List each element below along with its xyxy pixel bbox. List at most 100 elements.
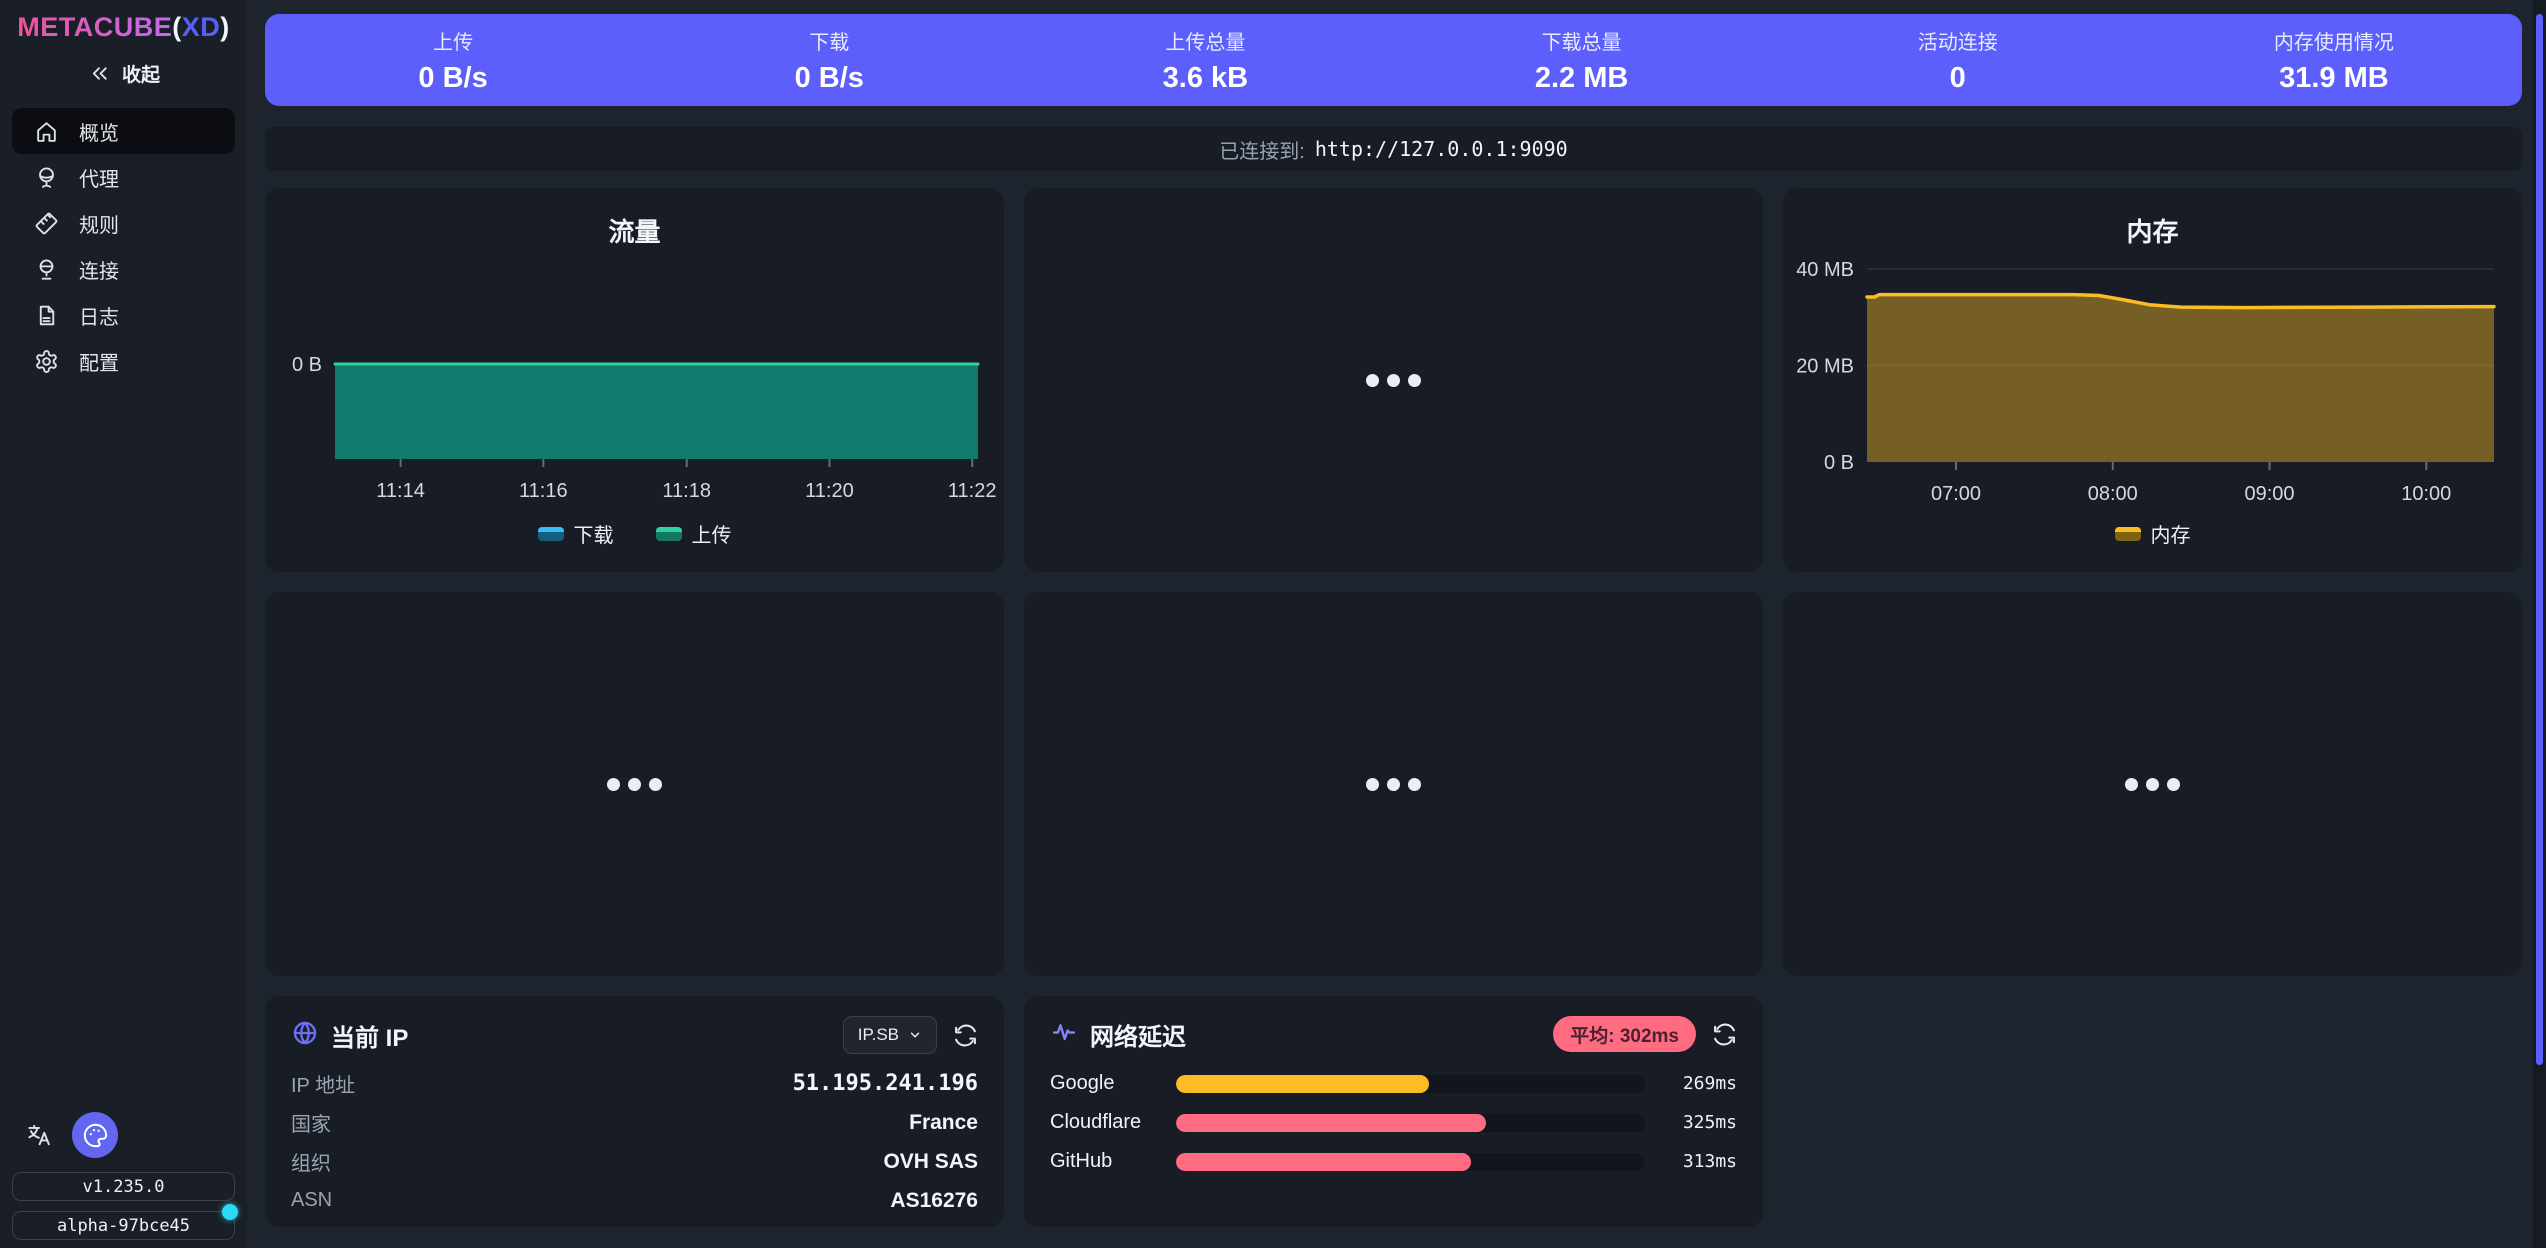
traffic-title: 流量 [608, 217, 661, 247]
svg-text:0 B: 0 B [292, 354, 322, 376]
theme-button[interactable] [72, 1112, 118, 1158]
download-swatch [537, 526, 564, 541]
sidebar-item-connections[interactable]: 连接 [12, 246, 235, 292]
svg-text:11:20: 11:20 [805, 480, 854, 502]
sidebar-item-overview[interactable]: 概览 [12, 108, 235, 154]
sidebar: METACUBE(XD) 收起 概览 代理 [0, 0, 247, 1248]
memory-title: 内存 [2126, 217, 2179, 247]
sidebar-menu: 概览 代理 规则 连接 [0, 108, 247, 384]
latency-row-github: GitHub 313ms [1050, 1150, 1737, 1172]
ip-details: IP 地址 51.195.241.196 国家 France 组织 OVH SA… [265, 1054, 1004, 1220]
empty-cell [1783, 996, 2522, 1227]
latency-bar-fill [1176, 1152, 1472, 1171]
connection-status: 已连接到: http://127.0.0.1:9090 [265, 127, 2522, 171]
average-latency-badge: 平均: 302ms [1553, 1016, 1696, 1052]
asn-value: AS16276 [890, 1188, 978, 1212]
latency-value: 269ms [1682, 1073, 1737, 1094]
asn-row: ASN AS16276 [291, 1188, 978, 1212]
home-icon [34, 119, 59, 144]
latency-row-google: Google 269ms [1050, 1072, 1737, 1094]
ip-address-value: 51.195.241.196 [792, 1071, 978, 1096]
ip-provider-select[interactable]: IP.SB [842, 1016, 937, 1054]
stat-download: 下载 0 B/s [794, 31, 864, 94]
svg-text:20 MB: 20 MB [1796, 356, 1854, 378]
sidebar-item-label: 概览 [79, 122, 119, 145]
latency-value: 325ms [1682, 1112, 1737, 1133]
file-text-icon [34, 303, 59, 328]
latency-bar-track [1176, 1074, 1645, 1093]
svg-text:10:00: 10:00 [2401, 483, 2451, 505]
stat-upload: 上传 0 B/s [418, 31, 488, 94]
refresh-latency-button[interactable] [1708, 1022, 1737, 1047]
sidebar-item-proxies[interactable]: 代理 [12, 154, 235, 200]
collapse-label: 收起 [121, 65, 160, 86]
chevron-down-icon [910, 1032, 920, 1038]
memory-legend: 内存 [1783, 519, 2522, 548]
loading-dots-icon [607, 777, 662, 791]
country-value: France [909, 1110, 978, 1134]
svg-text:40 MB: 40 MB [1796, 259, 1854, 281]
stat-download-total: 下载总量 2.2 MB [1534, 31, 1629, 94]
latency-row-cloudflare: Cloudflare 325ms [1050, 1111, 1737, 1133]
scrollbar-track [2533, 0, 2546, 1248]
memory-chart: 40 MB 20 MB 0 B 07:00 08:00 09:00 10:00 [1796, 259, 2496, 505]
app-version-badge[interactable]: alpha-97bce45 [12, 1204, 238, 1240]
globe-base-icon [34, 257, 59, 282]
svg-text:11:22: 11:22 [948, 480, 997, 502]
logo-brand: METACUBE [17, 12, 173, 42]
ruler-icon [34, 211, 59, 236]
stat-active-connections: 活动连接 0 [1917, 31, 1998, 94]
current-ip-header: 当前 IP IP.SB [265, 996, 1004, 1054]
stat-memory-usage: 内存使用情况 31.9 MB [2273, 31, 2394, 94]
organization-value: OVH SAS [883, 1149, 978, 1173]
stats-bar: 上传 0 B/s 下载 0 B/s 上传总量 3.6 kB 下载总量 2.2 M… [265, 14, 2522, 106]
dashboard-grid: 流量 0 B 11:14 11:16 11:18 11:20 11:22 下载 上传 [265, 188, 2522, 1227]
scrollbar-thumb[interactable] [2536, 14, 2543, 1065]
organization-row: 组织 OVH SAS [291, 1149, 978, 1176]
sidebar-item-label: 配置 [79, 352, 119, 375]
update-indicator-dot [222, 1204, 238, 1220]
palette-icon [83, 1123, 107, 1147]
logo-accent: XD [181, 12, 221, 42]
latency-title: 网络延迟 [1090, 1023, 1186, 1051]
refresh-icon [1714, 1023, 1735, 1045]
refresh-icon [955, 1024, 976, 1046]
traffic-legend: 下载 上传 [265, 519, 1004, 548]
latency-bar-track [1176, 1113, 1645, 1132]
memory-swatch [2114, 526, 2141, 541]
globe-icon [291, 1019, 319, 1052]
translate-icon [28, 1124, 50, 1146]
version-badges: v1.235.0 alpha-97bce45 [0, 1172, 247, 1248]
traffic-card: 流量 0 B 11:14 11:16 11:18 11:20 11:22 下载 上传 [265, 188, 1004, 572]
sidebar-item-config[interactable]: 配置 [12, 338, 235, 384]
latency-value: 313ms [1682, 1151, 1737, 1172]
latency-bar-fill [1176, 1074, 1430, 1093]
language-button[interactable] [18, 1115, 58, 1155]
svg-text:11:14: 11:14 [376, 480, 425, 502]
connection-url: http://127.0.0.1:9090 [1314, 137, 1568, 161]
current-ip-card: 当前 IP IP.SB IP 地址 51.195.241.196 [265, 996, 1004, 1227]
refresh-ip-button[interactable] [949, 1023, 978, 1048]
svg-text:0 B: 0 B [1824, 452, 1854, 474]
sidebar-item-label: 代理 [79, 168, 119, 191]
connection-status-label: 已连接到: [1219, 140, 1305, 163]
chevrons-left-icon [87, 61, 112, 86]
core-version-badge[interactable]: v1.235.0 [12, 1172, 235, 1201]
sidebar-item-label: 连接 [79, 260, 119, 283]
activity-icon [1050, 1018, 1078, 1051]
upload-swatch [655, 526, 682, 541]
loading-card [1024, 188, 1763, 572]
collapse-sidebar-button[interactable]: 收起 [81, 59, 166, 88]
loading-dots-icon [2125, 777, 2180, 791]
latency-header: 网络延迟 平均: 302ms [1024, 996, 1763, 1052]
latency-card: 网络延迟 平均: 302ms Google 269ms [1024, 996, 1763, 1227]
sidebar-actions [0, 1112, 247, 1172]
legend-item-memory: 内存 [2114, 519, 2191, 548]
latency-rows: Google 269ms Cloudflare 325ms [1024, 1052, 1763, 1181]
sidebar-item-label: 日志 [79, 306, 119, 329]
country-row: 国家 France [291, 1110, 978, 1137]
sidebar-item-logs[interactable]: 日志 [12, 292, 235, 338]
traffic-chart: 0 B 11:14 11:16 11:18 11:20 11:22 [292, 354, 997, 502]
sidebar-item-rules[interactable]: 规则 [12, 200, 235, 246]
